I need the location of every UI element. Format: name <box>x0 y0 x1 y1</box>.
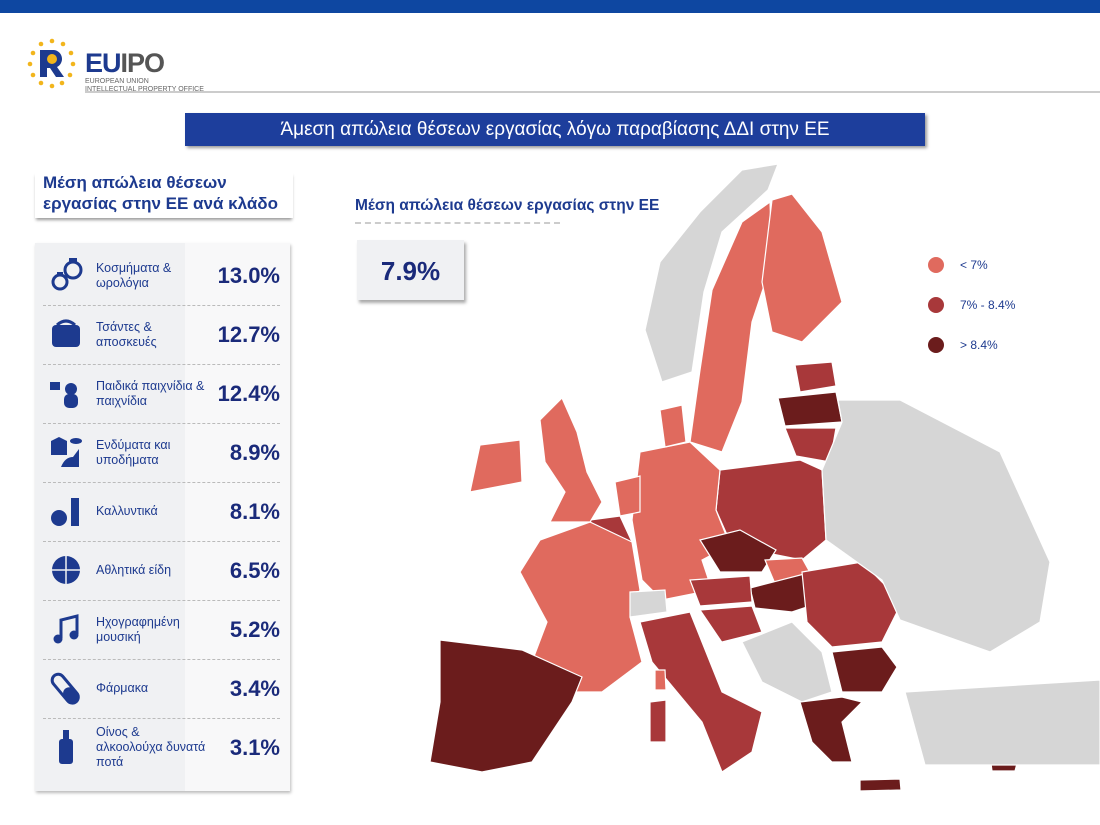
sector-label: Καλλυντικά <box>96 504 158 518</box>
clothing-shoe-icon <box>51 437 82 467</box>
region-eastern-europe <box>821 399 1051 653</box>
sector-panel-title: Μέση απώλεια θέσεων εργασίας στην ΕΕ ανά… <box>35 172 293 218</box>
sector-value: 8.1% <box>229 499 280 524</box>
region-greece <box>799 696 864 763</box>
region-western-balkans <box>741 621 833 703</box>
music-note-icon <box>53 614 79 644</box>
region-norway <box>644 163 779 383</box>
sector-row: Τσάντες & αποσκευές 12.7% <box>43 305 280 365</box>
sector-row: Ηχογραφημένη μουσική 5.2% <box>43 600 280 660</box>
legend-swatch <box>928 337 944 353</box>
region-corsica <box>654 669 667 691</box>
sector-row: Οίνος & αλκοολούχα δυνατά ποτά 3.1% <box>43 718 280 777</box>
region-united-kingdom <box>539 396 603 523</box>
logo-subtitle: EUROPEAN UNION INTELLECTUAL PROPERTY OFFI… <box>85 78 204 93</box>
region-finland <box>761 193 843 343</box>
sector-value: 5.2% <box>229 617 280 642</box>
region-italy <box>639 611 763 773</box>
eu-average-value: 7.9% <box>357 240 464 300</box>
sector-value: 3.1% <box>229 735 280 760</box>
sector-value: 13.0% <box>217 263 280 288</box>
sector-row: Αθλητικά είδη 6.5% <box>43 541 280 601</box>
sector-label: Οίνος & αλκοολούχα δυνατά ποτά <box>96 725 206 769</box>
region-sardinia <box>649 699 667 743</box>
region-turkey <box>904 679 1100 766</box>
euipo-logo: EUIPO EUROPEAN UNION INTELLECTUAL PROPERT… <box>25 36 225 93</box>
sector-row: Ενδύματα και υποδήματα 8.9% <box>43 423 280 483</box>
region-estonia <box>794 361 837 393</box>
sector-label: Τσάντες & αποσκευές <box>96 319 157 349</box>
subtitle-divider <box>355 222 560 224</box>
sector-label: Παιδικά παιχνίδια & παιχνίδια <box>96 378 205 408</box>
top-bar <box>0 0 1100 13</box>
sector-row: Παιδικά παιχνίδια & παιχνίδια 12.4% <box>43 364 280 424</box>
sector-row: Καλλυντικά 8.1% <box>43 482 280 542</box>
bottle-icon <box>59 730 73 764</box>
legend-swatch <box>928 297 944 313</box>
region-ireland <box>469 439 523 493</box>
sector-label: Φάρμακα <box>96 681 149 695</box>
legend-swatch <box>928 257 944 273</box>
region-germany <box>631 441 731 601</box>
pill-icon <box>50 672 80 705</box>
ball-icon <box>52 556 80 584</box>
sector-value: 8.9% <box>229 440 280 465</box>
bag-icon <box>52 319 80 347</box>
sector-label: Κοσμήματα & ωρολόγια <box>96 260 172 290</box>
legend-label: 7% - 8.4% <box>960 298 1016 312</box>
jewelry-watch-icon <box>51 258 83 291</box>
logo-wordmark: EUIPO <box>85 48 165 78</box>
sector-value: 6.5% <box>229 558 280 583</box>
region-crete <box>859 778 902 792</box>
region-denmark <box>659 404 687 448</box>
map-subtitle: Μέση απώλεια θέσεων εργασίας στην ΕΕ <box>355 197 660 214</box>
sector-value: 12.7% <box>217 322 280 347</box>
sector-value: 3.4% <box>229 676 280 701</box>
sector-label: Ηχογραφημένη μουσική <box>96 614 180 644</box>
legend-label: > 8.4% <box>960 338 998 352</box>
page-title: Άμεση απώλεια θέσεων εργασίας λόγω παραβ… <box>185 113 925 146</box>
toys-icon <box>50 382 78 408</box>
cosmetics-icon <box>51 498 79 526</box>
logo-emblem-icon <box>27 38 76 89</box>
header-divider <box>85 91 1100 93</box>
sector-value: 12.4% <box>217 381 280 406</box>
region-bulgaria <box>831 646 898 693</box>
region-netherlands <box>614 475 641 517</box>
region-switzerland <box>629 589 668 618</box>
legend-label: < 7% <box>960 258 988 272</box>
sector-label: Αθλητικά είδη <box>96 563 172 577</box>
region-france <box>519 521 643 693</box>
sector-panel: Κοσμήματα & ωρολόγια 13.0% Τσάντες & απο… <box>35 243 290 791</box>
sector-label: Ενδύματα και υποδήματα <box>96 437 171 467</box>
region-austria <box>689 575 753 607</box>
region-slovenia-croatia <box>698 605 763 673</box>
sector-row: Φάρμακα 3.4% <box>43 659 280 719</box>
region-iberia <box>429 639 583 773</box>
region-latvia <box>777 391 843 427</box>
sector-row: Κοσμήματα & ωρολόγια 13.0% <box>43 246 280 306</box>
